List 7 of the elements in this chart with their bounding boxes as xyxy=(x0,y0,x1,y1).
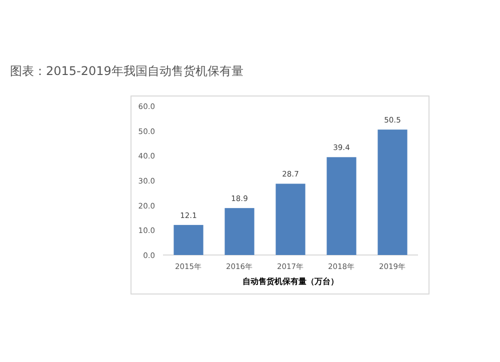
bar xyxy=(276,184,306,255)
bar xyxy=(174,224,204,255)
bar xyxy=(378,130,408,255)
chart-title: 图表：2015-2019年我国自动售货机保有量 xyxy=(10,64,244,78)
bar xyxy=(224,208,254,255)
x-axis-title: 自动售货机保有量（万台） xyxy=(242,277,338,286)
bar xyxy=(326,157,356,255)
